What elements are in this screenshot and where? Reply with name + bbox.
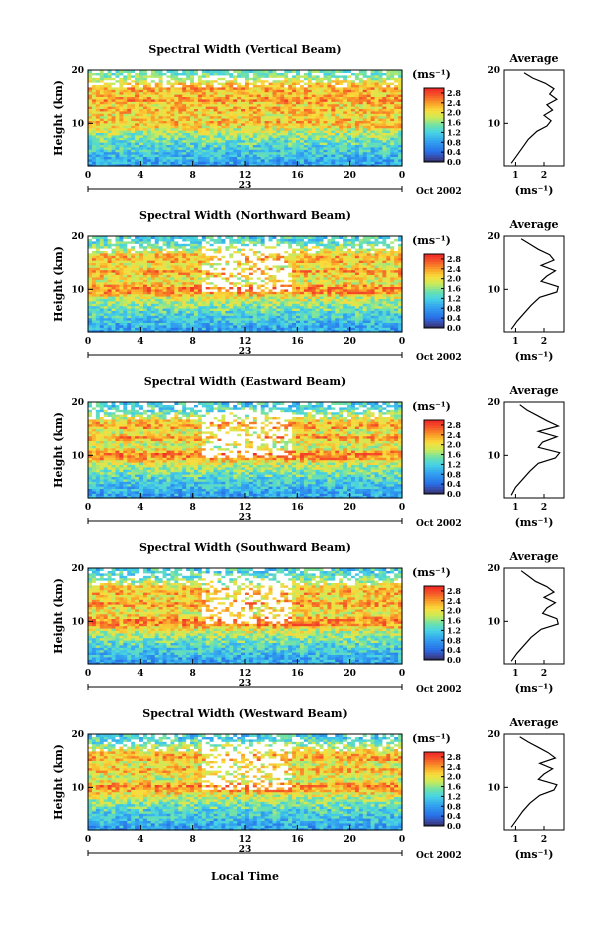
profile-title: Average bbox=[508, 52, 558, 65]
y-tick-label: 10 bbox=[71, 119, 84, 129]
colorbar-tick-label: 2.4 bbox=[447, 98, 461, 108]
profile-y-tick-label: 10 bbox=[487, 119, 500, 129]
colorbar-tick-label: 2.0 bbox=[447, 108, 461, 118]
colorbar-tick-label: 0.0 bbox=[447, 157, 461, 167]
profile-frame bbox=[504, 70, 564, 166]
heatmap bbox=[88, 236, 403, 333]
colorbar-tick-label: 2.8 bbox=[447, 88, 461, 98]
x-tick-label: 4 bbox=[137, 171, 143, 181]
profile-x-label: (ms⁻¹) bbox=[515, 184, 554, 197]
x-tick-label: 0 bbox=[399, 171, 405, 181]
panel-title: Spectral Width (Northward Beam) bbox=[139, 209, 351, 222]
profile-x-tick-label: 1 bbox=[512, 171, 518, 181]
profile-line bbox=[511, 73, 557, 164]
colorbar bbox=[424, 88, 444, 163]
profile-y-tick-label: 20 bbox=[487, 66, 500, 76]
colorbar-unit: (ms⁻¹) bbox=[412, 68, 451, 81]
profile-panel: Average 10 20 1 2 (ms⁻¹) bbox=[487, 52, 564, 197]
colorbar-tick-label: 0.4 bbox=[447, 147, 461, 157]
colorbar-tick-label: 1.6 bbox=[447, 118, 461, 128]
panel-1: Spectral Width (Northward Beam)Height (k… bbox=[52, 209, 564, 363]
x-tick-label: 12 bbox=[239, 171, 252, 181]
x-tick-label: 20 bbox=[343, 171, 356, 181]
y-tick-label: 20 bbox=[71, 66, 84, 76]
x-tick-label: 16 bbox=[291, 171, 304, 181]
x-tick-label: 8 bbox=[190, 171, 196, 181]
colorbar-tick-label: 1.2 bbox=[447, 127, 461, 137]
y-axis-label: Height (km) bbox=[52, 80, 65, 156]
profile-x-tick-label: 2 bbox=[541, 171, 547, 181]
panel-title: Spectral Width (Vertical Beam) bbox=[148, 43, 341, 56]
month-label: Oct 2002 bbox=[416, 187, 462, 197]
x-tick-label: 0 bbox=[85, 171, 91, 181]
day-label: 23 bbox=[239, 181, 252, 191]
colorbar-tick-label: 0.8 bbox=[447, 137, 461, 147]
heatmap bbox=[88, 70, 403, 167]
panel-0: Spectral Width (Vertical Beam) Height (km… bbox=[52, 43, 564, 197]
